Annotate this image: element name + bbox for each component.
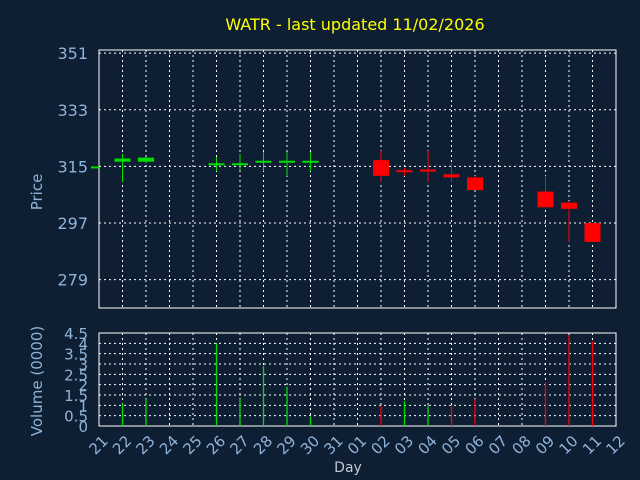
volume-tick-labels: 4.543.532.521.510.50 xyxy=(64,325,88,436)
candle xyxy=(396,167,413,176)
candle xyxy=(232,153,248,170)
day-tick-label: 02 xyxy=(368,432,394,458)
volume-tick-label: 3 xyxy=(78,356,88,374)
candle xyxy=(279,152,295,176)
candle-body xyxy=(420,169,436,172)
candle-body xyxy=(232,163,248,166)
candle-body xyxy=(537,191,554,208)
day-tick-label: 03 xyxy=(391,432,417,458)
volume-tick-label: 4.5 xyxy=(64,325,88,343)
candle-body xyxy=(208,163,225,166)
candle xyxy=(138,156,154,164)
candle xyxy=(420,150,436,183)
candle-body xyxy=(561,202,577,209)
price-panel: 351 333 315 297 279 Price xyxy=(28,44,617,309)
candle-body xyxy=(138,157,154,162)
candle xyxy=(255,152,272,172)
candle xyxy=(373,150,389,183)
day-tick-label: 11 xyxy=(579,432,605,458)
volume-tick-label: 0 xyxy=(78,418,88,436)
candle xyxy=(91,166,99,169)
candle xyxy=(467,175,483,191)
price-grid xyxy=(99,50,617,308)
day-tick-label: 09 xyxy=(532,432,558,458)
day-tick-label: 08 xyxy=(509,432,535,458)
candle-body xyxy=(279,160,295,163)
day-tick-label: 01 xyxy=(344,432,370,458)
volume-tick-label: 0.5 xyxy=(64,408,88,426)
day-axis-label: Day xyxy=(334,460,362,476)
price-tick-label: 351 xyxy=(57,44,88,63)
chart-title: WATR - last updated 11/02/2026 xyxy=(225,15,484,34)
candle-body xyxy=(443,174,460,178)
candle xyxy=(302,152,319,172)
candle xyxy=(584,223,601,242)
price-tick-label: 315 xyxy=(57,157,88,176)
day-tick-label: 05 xyxy=(438,432,464,458)
day-tick-label: 28 xyxy=(250,432,276,458)
price-tick-label: 333 xyxy=(57,101,88,120)
candle xyxy=(114,153,131,183)
day-tick-label: 04 xyxy=(415,432,441,458)
day-tick-label: 30 xyxy=(297,432,323,458)
day-tick-label: 29 xyxy=(274,432,300,458)
candle-body xyxy=(114,158,131,162)
volume-tick-label: 2.5 xyxy=(64,366,88,384)
volume-tick-label: 4 xyxy=(78,335,88,353)
candle-body xyxy=(396,170,413,173)
day-tick-label: 24 xyxy=(156,432,182,458)
candle-body xyxy=(584,223,601,242)
candle-body xyxy=(373,160,389,176)
candle xyxy=(443,163,460,183)
candle-body xyxy=(302,160,319,163)
volume-tick-label: 2 xyxy=(78,377,88,395)
day-tick-labels: 2122232425262728293031010203040506070809… xyxy=(86,432,629,458)
candle-body xyxy=(91,166,99,169)
candle xyxy=(208,156,225,172)
volume-panel: 4.543.532.521.510.50 Volume (0000) xyxy=(28,325,617,436)
day-tick-label: 10 xyxy=(556,432,582,458)
volume-axis-label: Volume (0000) xyxy=(28,326,46,436)
day-tick-label: 31 xyxy=(321,432,347,458)
volume-tick-label: 1 xyxy=(78,397,88,415)
day-tick-label: 25 xyxy=(180,432,206,458)
candle xyxy=(561,201,577,242)
price-tick-label: 279 xyxy=(57,271,88,290)
volume-tick-label: 1.5 xyxy=(64,387,88,405)
day-tick-label: 22 xyxy=(109,432,135,458)
price-tick-label: 297 xyxy=(57,214,88,233)
day-tick-label: 27 xyxy=(227,432,253,458)
day-tick-label: 23 xyxy=(133,432,159,458)
volume-grid xyxy=(99,333,617,426)
candle xyxy=(537,175,554,208)
day-tick-label: 07 xyxy=(485,432,511,458)
price-tick-labels: 351 333 315 297 279 xyxy=(57,44,88,290)
volume-bars xyxy=(121,335,594,426)
price-plot-area xyxy=(98,49,617,309)
day-tick-label: 26 xyxy=(203,432,229,458)
candle-body xyxy=(467,177,483,191)
candle-body xyxy=(255,160,272,163)
price-axis-label: Price xyxy=(28,174,46,211)
day-tick-label: 21 xyxy=(86,432,112,458)
candles xyxy=(91,150,601,242)
day-tick-label: 06 xyxy=(462,432,488,458)
day-tick-label: 12 xyxy=(603,432,629,458)
volume-tick-label: 3.5 xyxy=(64,346,88,364)
